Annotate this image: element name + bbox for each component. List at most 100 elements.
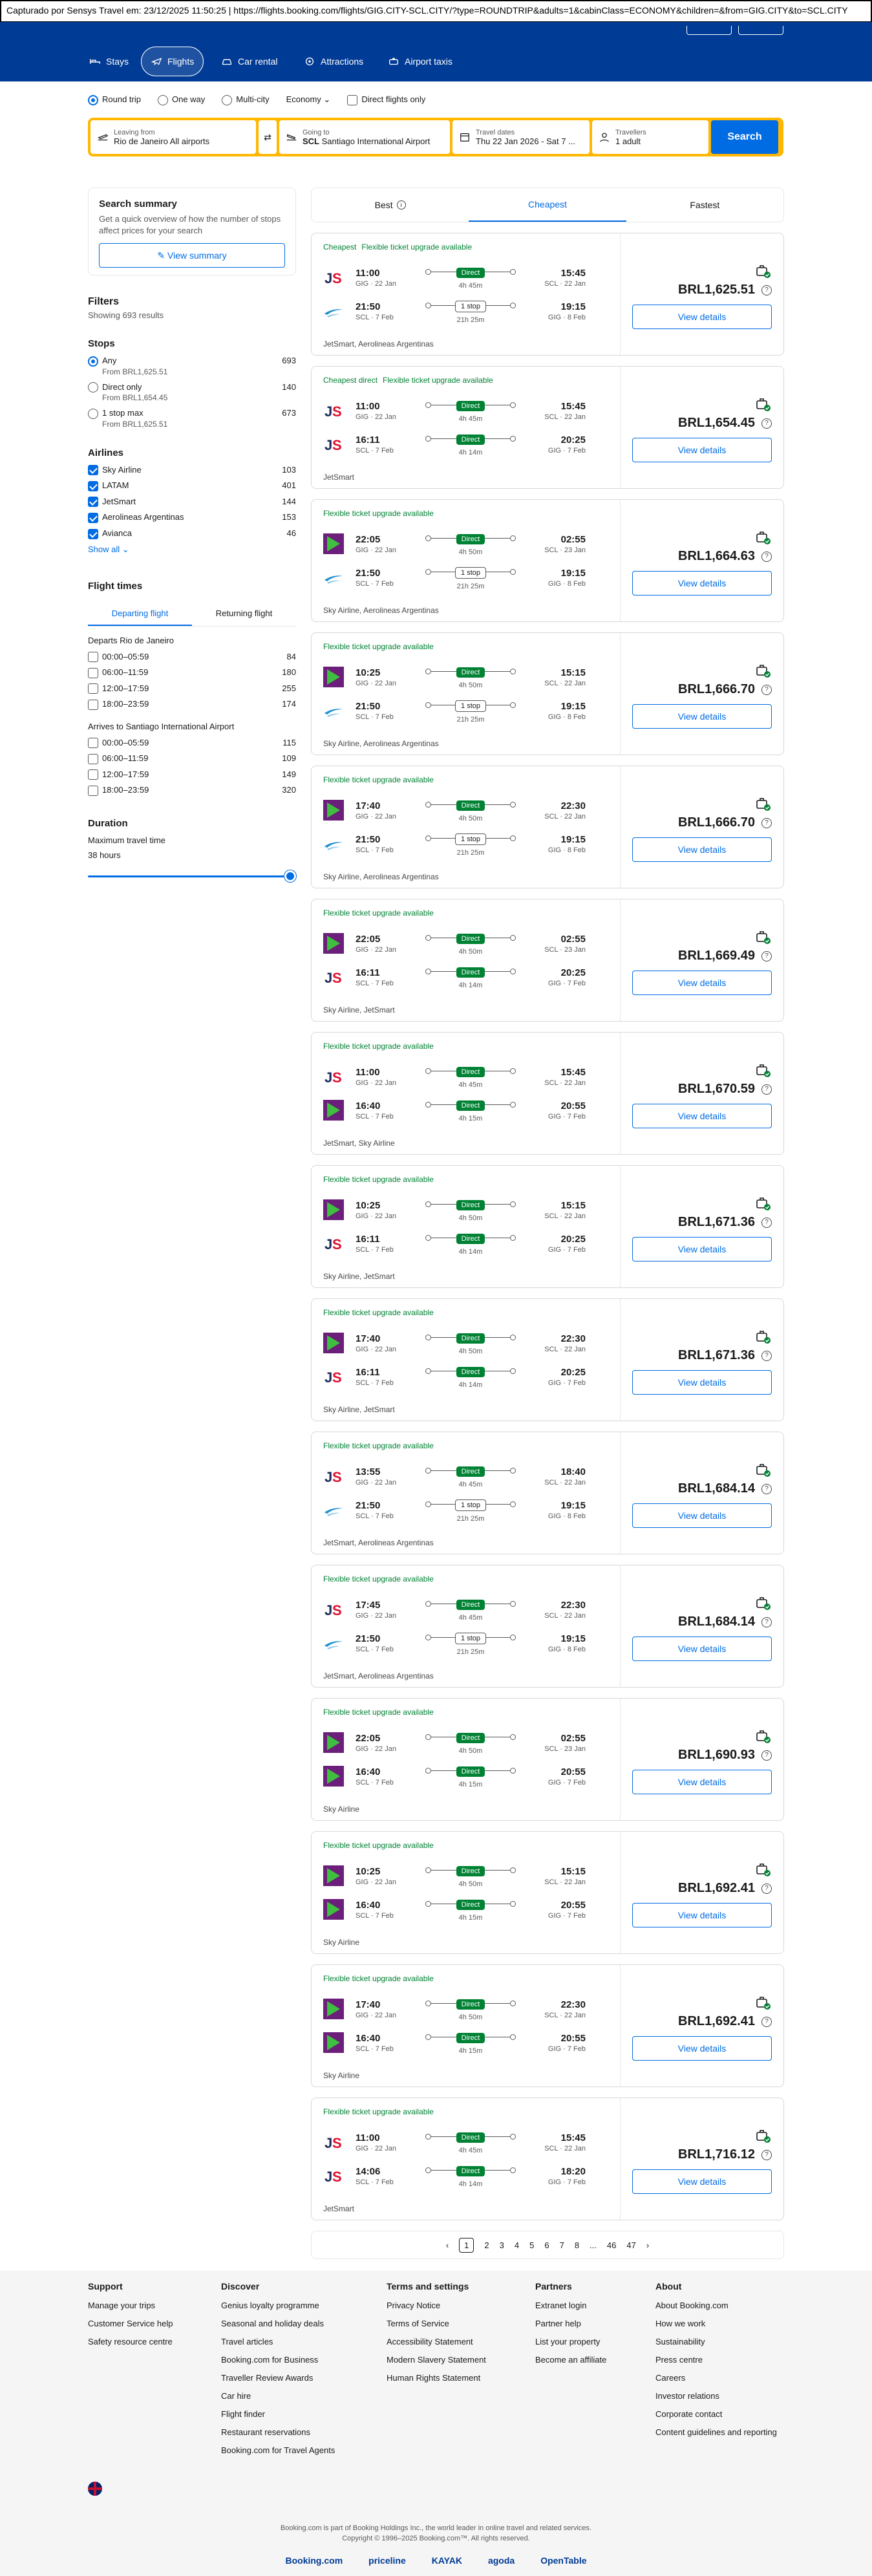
tab-departing-flight[interactable]: Departing flight (88, 602, 192, 626)
footer-link[interactable]: Customer Service help (88, 2319, 173, 2328)
footer-link[interactable]: About Booking.com (655, 2301, 728, 2310)
footer-link[interactable]: Careers (655, 2373, 686, 2383)
footer-link[interactable]: Restaurant reservations (221, 2427, 311, 2437)
price-info-icon[interactable]: ? (761, 418, 772, 429)
footer-link[interactable]: Traveller Review Awards (221, 2373, 314, 2383)
footer-link[interactable]: Booking.com for Business (221, 2355, 319, 2365)
footer-link[interactable]: Terms of Service (387, 2319, 449, 2328)
flight-card[interactable]: Flexible ticket upgrade available 22:05 G… (311, 499, 784, 622)
price-info-icon[interactable]: ? (761, 1484, 772, 1494)
time-option[interactable]: 00:00–05:59 84 (88, 652, 296, 663)
footer-link[interactable]: Investor relations (655, 2391, 719, 2401)
flight-card[interactable]: Cheapest Flexible ticket upgrade availabl… (311, 233, 784, 356)
view-details-button[interactable]: View details (632, 2036, 772, 2061)
duration-slider[interactable] (88, 870, 296, 882)
footer-link[interactable]: Privacy Notice (387, 2301, 441, 2310)
header-button[interactable] (738, 26, 783, 35)
view-summary-button[interactable]: ✎ View summary (99, 243, 285, 268)
flight-card[interactable]: Flexible ticket upgrade available 10:25 G… (311, 1165, 784, 1288)
airline-option[interactable]: LATAM 401 (88, 480, 296, 491)
tab-flights[interactable]: Flights (141, 47, 204, 76)
search-button[interactable]: Search (711, 120, 778, 154)
footer-link[interactable]: Car hire (221, 2391, 251, 2401)
price-info-icon[interactable]: ? (761, 285, 772, 295)
swap-button[interactable]: ⇄ (259, 120, 277, 154)
tab-returning-flight[interactable]: Returning flight (215, 608, 273, 618)
footer-link[interactable]: List your property (535, 2337, 601, 2346)
view-details-button[interactable]: View details (632, 704, 772, 729)
price-info-icon[interactable]: ? (761, 1617, 772, 1627)
footer-link[interactable]: Sustainability (655, 2337, 705, 2346)
page-number[interactable]: 5 (529, 2240, 535, 2250)
footer-link[interactable]: How we work (655, 2319, 706, 2328)
price-info-icon[interactable]: ? (761, 1218, 772, 1228)
page-number[interactable]: 6 (544, 2240, 549, 2250)
footer-link[interactable]: Press centre (655, 2355, 703, 2365)
price-info-icon[interactable]: ? (761, 951, 772, 961)
price-info-icon[interactable]: ? (761, 1351, 772, 1361)
footer-link[interactable]: Genius loyalty programme (221, 2301, 319, 2310)
time-option[interactable]: 18:00–23:59 174 (88, 699, 296, 710)
tab-best[interactable]: Best i (312, 188, 469, 222)
show-all-link[interactable]: Show all ⌄ (88, 544, 296, 555)
footer-link[interactable]: Partner help (535, 2319, 581, 2328)
price-info-icon[interactable]: ? (761, 1750, 772, 1761)
multi-city-radio[interactable]: Multi-city (222, 94, 270, 105)
time-option[interactable]: 12:00–17:59 149 (88, 769, 296, 780)
from-field[interactable]: Leaving from Rio de Janeiro All airports (90, 120, 256, 154)
footer-link[interactable]: Accessibility Statement (387, 2337, 473, 2346)
view-details-button[interactable]: View details (632, 571, 772, 596)
view-details-button[interactable]: View details (632, 837, 772, 862)
page-number[interactable]: 1 (459, 2237, 474, 2253)
tab-stays[interactable]: Stays (80, 47, 138, 76)
flight-card[interactable]: Flexible ticket upgrade available 10:25 G… (311, 632, 784, 755)
stop-option[interactable]: Any From BRL1,625.51 693 (88, 356, 296, 377)
footer-link[interactable]: Travel articles (221, 2337, 273, 2346)
tab-car-rental[interactable]: Car rental (212, 47, 286, 76)
page-number[interactable]: 8 (574, 2240, 580, 2250)
page-number[interactable]: 3 (499, 2240, 504, 2250)
airline-option[interactable]: Avianca 46 (88, 528, 296, 539)
to-field[interactable]: Going to SCL Santiago International Airpo… (279, 120, 450, 154)
view-details-button[interactable]: View details (632, 438, 772, 462)
stop-option[interactable]: Direct only From BRL1,654.45 140 (88, 382, 296, 403)
footer-link[interactable]: Safety resource centre (88, 2337, 173, 2346)
price-info-icon[interactable]: ? (761, 2150, 772, 2160)
price-info-icon[interactable]: ? (761, 1884, 772, 1894)
time-option[interactable]: 18:00–23:59 320 (88, 785, 296, 796)
header-button[interactable] (686, 26, 732, 35)
flight-card[interactable]: Flexible ticket upgrade available 17:40 G… (311, 1298, 784, 1421)
prev-page-button[interactable]: ‹ (445, 2240, 449, 2250)
view-details-button[interactable]: View details (632, 1770, 772, 1794)
view-details-button[interactable]: View details (632, 971, 772, 995)
view-details-button[interactable]: View details (632, 305, 772, 329)
page-number[interactable]: 7 (559, 2240, 564, 2250)
price-info-icon[interactable]: ? (761, 1084, 772, 1095)
page-number[interactable]: 46 (606, 2240, 617, 2250)
footer-link[interactable]: Manage your trips (88, 2301, 156, 2310)
tab-attractions[interactable]: Attractions (295, 47, 372, 76)
flight-card[interactable]: Cheapest direct Flexible ticket upgrade a… (311, 366, 784, 489)
price-info-icon[interactable]: ? (761, 552, 772, 562)
view-details-button[interactable]: View details (632, 1104, 772, 1128)
footer-link[interactable]: Booking.com for Travel Agents (221, 2445, 335, 2455)
one-way-radio[interactable]: One way (157, 94, 205, 105)
time-option[interactable]: 06:00–11:59 180 (88, 667, 296, 678)
page-number[interactable]: 4 (514, 2240, 520, 2250)
view-details-button[interactable]: View details (632, 1637, 772, 1661)
footer-link[interactable]: Corporate contact (655, 2409, 723, 2419)
footer-link[interactable]: Seasonal and holiday deals (221, 2319, 324, 2328)
round-trip-radio[interactable]: Round trip (88, 94, 141, 105)
cabin-select[interactable]: Economy ⌄ (286, 94, 331, 105)
view-details-button[interactable]: View details (632, 1903, 772, 1927)
footer-link[interactable]: Modern Slavery Statement (387, 2355, 486, 2365)
flight-card[interactable]: Flexible ticket upgrade available 17:40 G… (311, 1964, 784, 2087)
airline-option[interactable]: Sky Airline 103 (88, 465, 296, 476)
footer-link[interactable]: Flight finder (221, 2409, 265, 2419)
time-option[interactable]: 06:00–11:59 109 (88, 753, 296, 764)
next-page-button[interactable]: › (646, 2240, 650, 2250)
